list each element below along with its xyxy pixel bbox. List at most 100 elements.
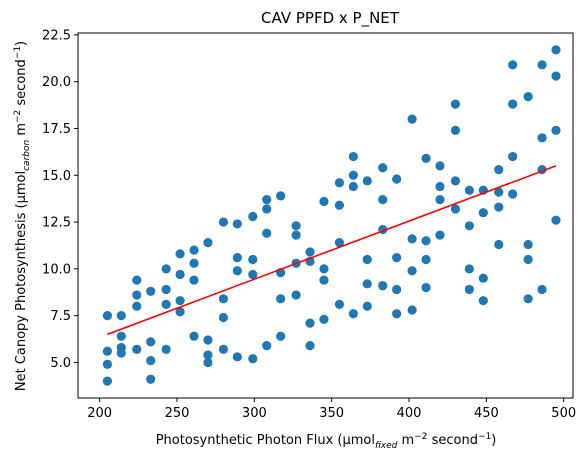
scatter-point — [421, 236, 431, 246]
scatter-point — [262, 194, 272, 205]
regression-line — [107, 165, 557, 336]
scatter-point — [392, 174, 402, 184]
scatter-point — [232, 253, 242, 263]
scatter-point — [262, 340, 272, 351]
x-tick-label: 250 — [165, 406, 190, 421]
plot-area — [77, 32, 574, 399]
scatter-point — [146, 286, 156, 296]
scatter-point — [551, 215, 561, 225]
plot-frame — [77, 32, 574, 399]
y-axis-ticks: 5.0 7.5 10.0 12.5 15.0 17.5 20.0 22.5 — [42, 28, 78, 371]
scatter-point — [494, 239, 504, 250]
scatter-point — [146, 374, 156, 384]
scatter-point — [523, 92, 533, 102]
scatter-point — [551, 125, 561, 135]
scatter-point — [248, 269, 258, 280]
scatter-point — [537, 133, 547, 143]
scatter-point — [392, 284, 402, 295]
y-tick-label: 12.5 — [42, 216, 71, 231]
scatter-point — [334, 299, 345, 310]
scatter-point — [450, 99, 461, 109]
scatter-point — [218, 312, 229, 323]
y-tick-label: 15.0 — [42, 169, 71, 184]
scatter-point — [189, 331, 199, 341]
scatter-point — [421, 153, 431, 164]
scatter-point — [276, 331, 286, 341]
scatter-point — [523, 254, 533, 265]
x-tick-label: 450 — [474, 406, 499, 421]
scatter-point — [248, 254, 258, 265]
x-tick-label: 500 — [551, 406, 576, 421]
scatter-point — [421, 282, 431, 293]
y-tick-label: 10.0 — [42, 262, 71, 277]
scatter-point — [392, 253, 402, 263]
scatter-point — [203, 350, 213, 360]
scatter-point — [161, 299, 171, 310]
y-axis-label: Net Canopy Photosynthesis (μmolcarbon m−… — [13, 41, 32, 391]
scatter-point — [450, 204, 461, 214]
scatter-point — [319, 196, 329, 207]
scatter-point — [334, 178, 345, 188]
scatter-point — [132, 301, 142, 311]
scatter-point — [291, 230, 301, 240]
scatter-point — [218, 344, 229, 354]
scatter-point — [218, 294, 229, 304]
scatter-point — [392, 309, 402, 319]
scatter-point — [232, 352, 242, 362]
scatter-point — [362, 254, 372, 265]
scatter-point — [478, 273, 488, 283]
scatter-point — [132, 275, 142, 285]
scatter-point — [494, 202, 504, 212]
scatter-point — [508, 151, 518, 162]
scatter-point — [551, 45, 561, 55]
scatter-point — [218, 217, 229, 227]
scatter-point — [203, 357, 213, 368]
scatter-point — [421, 254, 431, 265]
chart-title: CAV PPFD x P_NET — [261, 9, 400, 28]
scatter-point — [551, 71, 561, 81]
scatter-point — [450, 125, 461, 135]
scatter-point — [189, 258, 199, 268]
scatter-point — [523, 294, 533, 304]
scatter-point — [478, 296, 488, 306]
scatter-point — [435, 230, 445, 240]
scatter-point — [161, 344, 171, 354]
scatter-point — [362, 279, 372, 289]
y-tick-label: 7.5 — [50, 309, 71, 324]
scatter-point — [189, 275, 199, 285]
scatter-point — [161, 264, 171, 274]
scatter-point — [348, 181, 358, 192]
scatter-point — [116, 331, 126, 341]
y-tick-label: 22.5 — [42, 28, 71, 43]
scatter-point — [116, 348, 126, 358]
scatter-point — [116, 311, 126, 321]
x-tick-label: 200 — [87, 406, 112, 421]
scatter-point — [248, 354, 258, 364]
scatter-point — [407, 114, 417, 124]
scatter-point — [494, 187, 504, 197]
scatter-point — [407, 305, 417, 315]
scatter-point — [319, 275, 329, 285]
scatter-point — [276, 294, 286, 304]
scatter-point — [464, 284, 474, 295]
scatter-point — [276, 191, 286, 201]
scatter-point — [362, 301, 372, 311]
y-tick-label: 5.0 — [50, 356, 71, 371]
scatter-point — [508, 189, 518, 199]
scatter-point — [262, 228, 272, 238]
scatter-point — [232, 219, 242, 229]
scatter-point — [291, 290, 301, 300]
scatter-point — [305, 340, 315, 351]
scatter-point — [161, 284, 171, 295]
scatter-point — [175, 296, 185, 306]
scatter-point — [378, 281, 388, 291]
scatter-point — [203, 238, 213, 248]
scatter-point — [464, 221, 474, 231]
scatter-point — [348, 309, 358, 319]
scatter-point — [291, 221, 301, 231]
scatter-point — [362, 176, 372, 186]
scatter-point — [348, 170, 358, 180]
scatter-point — [407, 234, 417, 244]
scatter-point — [132, 344, 142, 354]
